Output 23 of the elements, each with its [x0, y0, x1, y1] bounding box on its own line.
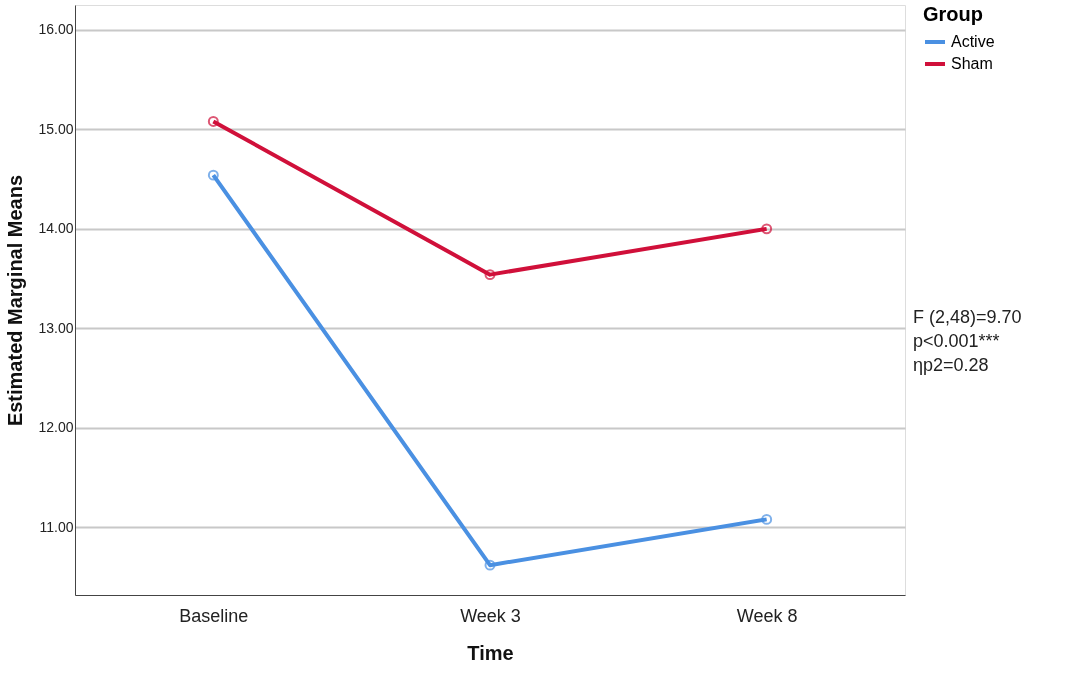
legend-label: Active	[951, 33, 995, 50]
y-tick-label: 16.00	[38, 21, 74, 38]
x-tick-label: Baseline	[179, 605, 249, 626]
x-tick-label: Week 8	[736, 605, 798, 626]
y-tick-label: 15.00	[38, 120, 74, 137]
x-tick-label: Week 3	[460, 605, 521, 626]
point	[207, 115, 219, 127]
y-tick-label: 12.00	[38, 419, 74, 436]
y-tick-label: 13.00	[38, 319, 74, 336]
point	[761, 513, 773, 525]
text: ηp2=0.28	[913, 354, 989, 375]
y-tick-label: 14.00	[38, 220, 74, 237]
x-axis-title: Time	[467, 641, 514, 664]
y-tick-label: 11.00	[39, 518, 74, 535]
y-axis-title: Estimated Marginal Means	[4, 174, 27, 427]
text: p<0.001***	[913, 330, 1000, 351]
text: F (2,48)=9.70	[913, 306, 1022, 327]
legend-title: Group	[923, 3, 983, 25]
legend-label: Sham	[951, 55, 993, 72]
point	[761, 223, 773, 235]
point	[484, 559, 496, 571]
point	[207, 169, 219, 181]
point	[484, 269, 496, 281]
